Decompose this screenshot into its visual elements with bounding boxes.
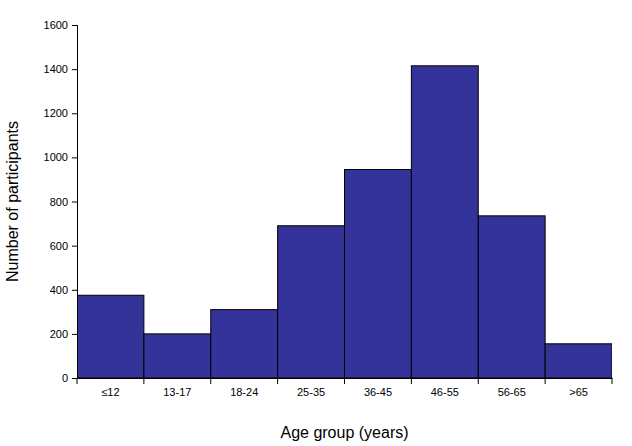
x-axis-title: Age group (years): [280, 424, 408, 441]
y-tick-label: 1400: [44, 63, 68, 75]
y-tick: 1000: [44, 151, 77, 163]
y-tick-mark: [72, 202, 77, 203]
y-tick: 1200: [44, 107, 77, 119]
y-tick-mark: [72, 69, 77, 70]
bar: [411, 66, 478, 378]
bar: [478, 216, 545, 378]
y-tick-mark: [72, 157, 77, 158]
x-separator: [143, 378, 144, 384]
x-tick: >65: [569, 378, 588, 398]
y-tick: 1400: [44, 63, 77, 75]
y-tick-label: 400: [50, 284, 68, 296]
bar: [345, 170, 412, 378]
x-separators: [77, 378, 612, 384]
x-separator: [77, 378, 78, 384]
x-axis: ≤12 13-17 18-24 25-35 36-45 46-55 56-65 >65: [77, 378, 613, 398]
bar: [211, 310, 278, 378]
bar: [545, 344, 612, 378]
x-separator: [478, 378, 479, 384]
x-tick: 18-24: [230, 378, 258, 398]
x-tick-label: 18-24: [230, 386, 258, 398]
y-tick-label: 1000: [44, 151, 68, 163]
x-tick-label: 25-35: [297, 386, 325, 398]
y-tick-mark: [72, 246, 77, 247]
x-tick: 25-35: [297, 378, 325, 398]
x-tick-label: 36-45: [364, 386, 392, 398]
y-tick-mark: [72, 378, 77, 379]
y-tick: 800: [50, 196, 77, 208]
bar: [278, 226, 345, 378]
x-tick-label: 13-17: [163, 386, 191, 398]
y-tick: 200: [50, 328, 77, 340]
x-separator: [612, 378, 613, 384]
y-tick-label: 200: [50, 328, 68, 340]
y-tick-label: 1600: [44, 19, 68, 31]
x-separator: [210, 378, 211, 384]
y-axis-line: [72, 26, 78, 379]
x-separator: [277, 378, 278, 384]
x-tick-label: 56-65: [498, 386, 526, 398]
x-tick-label: >65: [569, 386, 588, 398]
y-tick-mark: [72, 290, 77, 291]
x-tick: ≤12: [101, 378, 119, 398]
plot: 0 200 400 600 800 1000 1200 1400 1600 ≤12 13-17 18-…: [44, 19, 613, 398]
y-tick-mark: [72, 334, 77, 335]
x-separator: [344, 378, 345, 384]
x-separator: [411, 378, 412, 384]
x-tick-label: ≤12: [101, 386, 119, 398]
x-tick: 56-65: [498, 378, 526, 398]
x-tick: 36-45: [364, 378, 392, 398]
x-tick: 13-17: [163, 378, 191, 398]
y-tick-label: 0: [62, 372, 68, 384]
y-tick-label: 1200: [44, 107, 68, 119]
x-tick-label: 46-55: [431, 386, 459, 398]
y-tick: 0: [62, 372, 77, 384]
bar: [77, 295, 144, 378]
bar: [144, 334, 211, 378]
y-tick-label: 800: [50, 196, 68, 208]
bars: [77, 66, 612, 378]
x-tick: 46-55: [431, 378, 459, 398]
y-axis: 0 200 400 600 800 1000 1200 1400 1600: [44, 19, 78, 384]
chart: 0 200 400 600 800 1000 1200 1400 1600 ≤12 13-17 18-…: [0, 0, 632, 446]
y-tick: 600: [50, 240, 77, 252]
y-tick-mark: [72, 25, 77, 26]
y-tick: 400: [50, 284, 77, 296]
x-separator: [545, 378, 546, 384]
y-axis-title: Number of participants: [4, 121, 21, 282]
y-tick-mark: [72, 113, 77, 114]
y-tick-label: 600: [50, 240, 68, 252]
y-tick: 1600: [44, 19, 77, 31]
